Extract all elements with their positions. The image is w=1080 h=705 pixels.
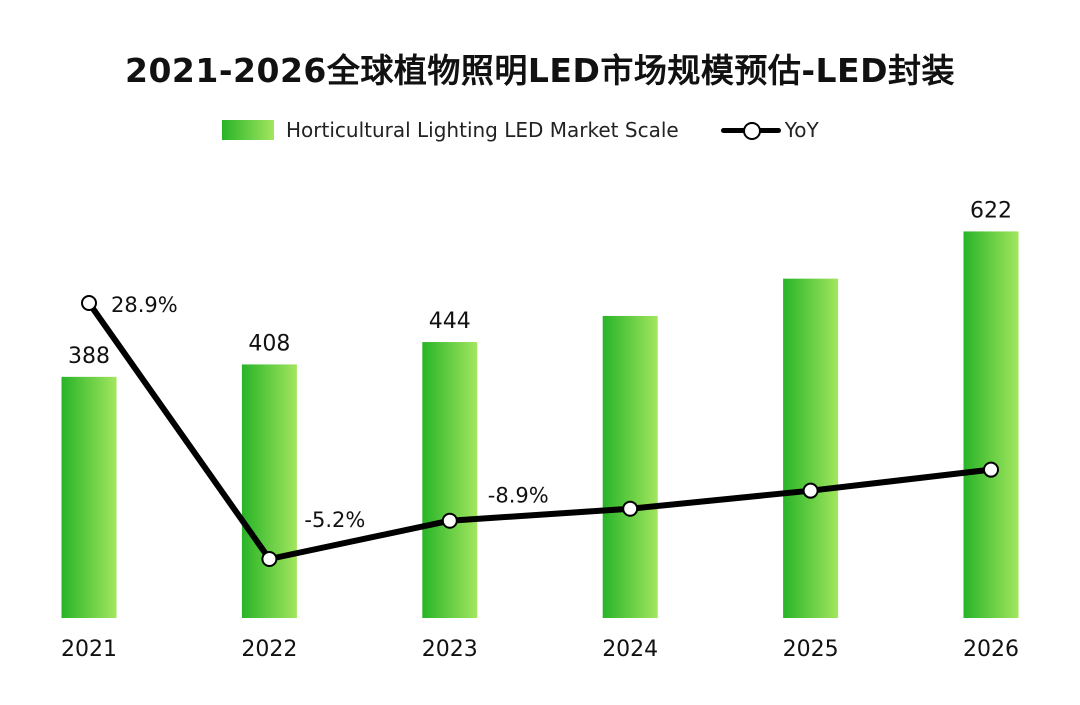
yoy-point-2021 [81, 295, 97, 312]
legend-bar-label: Horticultural Lighting LED Market Scale [286, 118, 679, 142]
x-tick-label: 2024 [602, 637, 658, 662]
yoy-label: -8.9% [488, 484, 549, 508]
yoy-label: -5.2% [304, 508, 365, 532]
bar-value-label: 622 [970, 198, 1012, 223]
yoy-label: 28.9% [111, 293, 178, 317]
bar-2024 [602, 315, 658, 618]
yoy-point-2024 [622, 500, 639, 517]
x-tick-label: 2025 [783, 637, 839, 662]
x-tick-label: 2021 [61, 637, 117, 662]
legend-line-icon [720, 120, 781, 140]
yoy-line [86, 301, 992, 562]
bar-2022 [241, 364, 297, 618]
bar-2026 [963, 231, 1019, 618]
bar-2025 [783, 278, 839, 618]
legend: Horticultural Lighting LED Market Scale … [222, 118, 819, 142]
x-tick-label: 2026 [963, 637, 1019, 662]
legend-bar-swatch [222, 120, 274, 140]
legend-line-label: YoY [784, 118, 819, 142]
bar-value-label: 388 [68, 344, 110, 369]
yoy-point-2026 [983, 461, 999, 478]
yoy-point-2022 [261, 551, 278, 567]
yoy-point-2023 [441, 512, 458, 529]
bar-value-label: 444 [429, 309, 471, 334]
chart-title: 2021-2026全球植物照明LED市场规模预估-LED封装 [124, 51, 955, 90]
bar-2023 [422, 342, 478, 618]
bar-2021 [61, 376, 117, 618]
x-tick-label: 2023 [422, 637, 478, 662]
x-tick-label: 2022 [241, 637, 297, 662]
yoy-point-2025 [802, 482, 819, 499]
bar-value-label: 408 [248, 331, 290, 356]
